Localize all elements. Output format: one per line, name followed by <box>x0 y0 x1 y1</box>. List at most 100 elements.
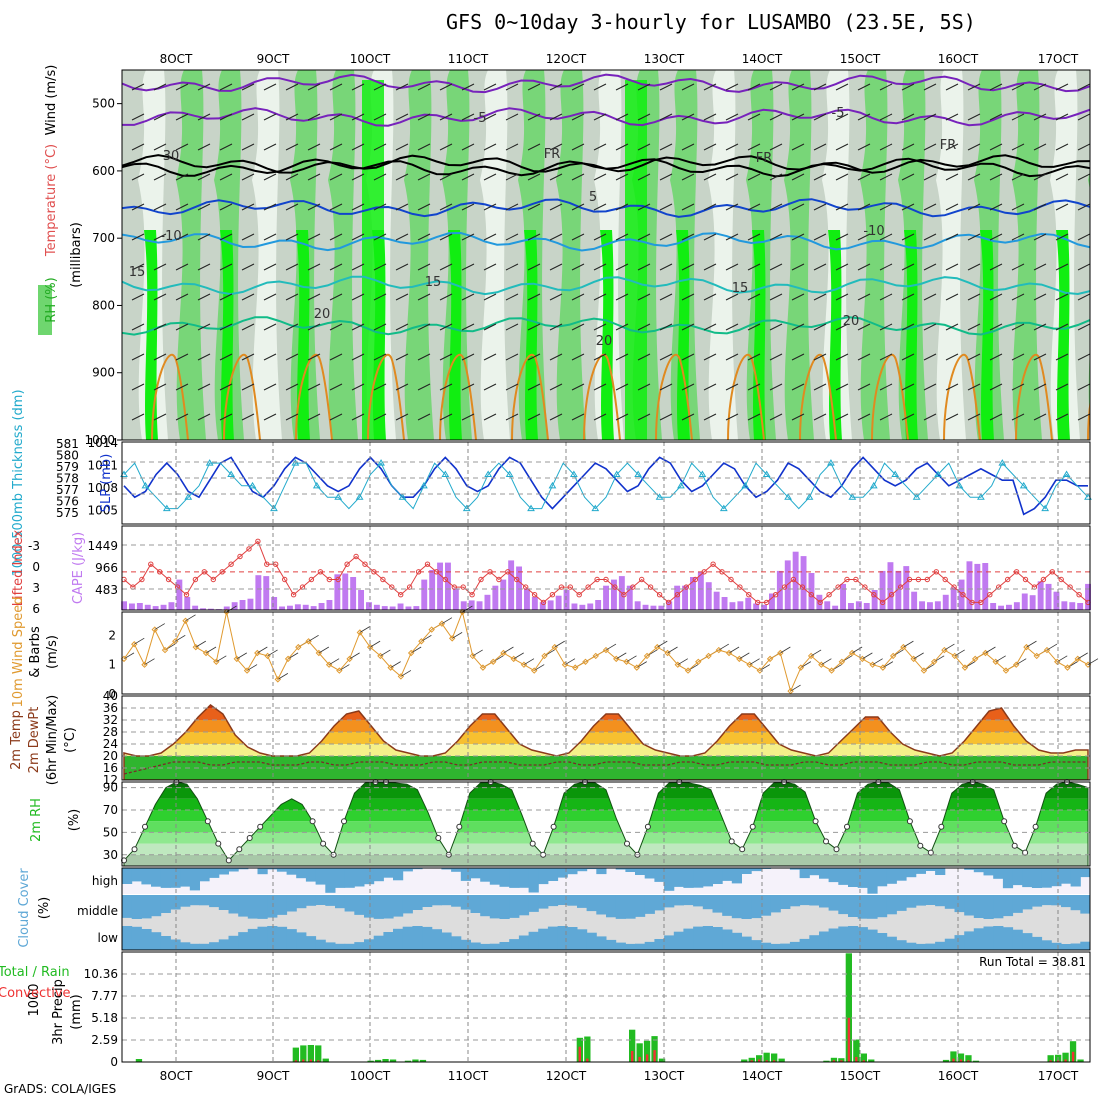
wind-barb <box>813 143 827 151</box>
wind-barb <box>571 203 585 211</box>
wind-barb <box>989 113 1003 121</box>
wind-barb <box>1011 293 1025 301</box>
precip-convective-bar <box>586 1058 589 1062</box>
wind-barb <box>131 113 145 121</box>
cape-bar <box>326 600 333 610</box>
cloud-low-bar <box>354 942 365 950</box>
li-point <box>576 592 582 598</box>
cloud-mid-bar <box>606 895 617 918</box>
li-point <box>987 592 993 598</box>
wind-barb <box>857 293 871 301</box>
wind-barb <box>593 203 607 211</box>
cape-bar <box>848 603 854 610</box>
cloud-low-bar <box>441 932 452 950</box>
cape-bar <box>413 606 420 610</box>
wind-barb <box>395 143 409 151</box>
cloud-high-bar <box>1002 868 1014 889</box>
thickness-tick-label: 580 <box>56 449 79 463</box>
precip-tick-label: 0 <box>110 1055 118 1069</box>
wind-barb <box>527 83 541 91</box>
isotherm-label: -5 <box>474 111 487 126</box>
wind-barb <box>439 263 453 271</box>
cape-bar <box>381 606 388 610</box>
wind-barb <box>879 203 893 211</box>
thickness-tick-label: 581 <box>56 437 79 451</box>
rh-point <box>204 818 211 825</box>
wind-barb <box>263 353 277 361</box>
wind-barb <box>439 323 453 331</box>
cloud-low-bar <box>1012 929 1023 950</box>
pressure-tick-label: 800 <box>92 298 115 312</box>
cloud-low-bar <box>1022 933 1033 950</box>
li-point <box>406 584 413 590</box>
cloud-mid-bar <box>993 895 1004 919</box>
wind-barb <box>505 353 519 361</box>
panel-frame <box>121 611 1091 695</box>
wind-barb <box>769 293 783 301</box>
precip-convective-bar <box>750 1060 753 1062</box>
wind-barb <box>285 353 299 361</box>
rh-moist-core <box>524 230 538 440</box>
wind-barb <box>725 353 739 361</box>
wind-barb <box>131 353 145 361</box>
wind-barb <box>835 113 849 121</box>
li-point <box>1076 592 1082 598</box>
cloud-high-bar <box>809 868 820 876</box>
cloud-low-bar <box>760 942 772 950</box>
cloud-low-bar <box>1080 941 1091 950</box>
wind10m-barb <box>933 655 945 663</box>
wind-barb <box>659 203 673 211</box>
day-label-top: 16OCT <box>938 52 979 66</box>
cape-bar <box>555 595 562 610</box>
cape-bar <box>603 585 609 610</box>
precip-convective-bar <box>967 1060 970 1062</box>
cloud-mid-bar <box>1061 895 1072 908</box>
li-point <box>255 538 261 544</box>
wind-barb <box>725 293 739 301</box>
thickness-point <box>805 493 814 500</box>
wind-barb <box>329 293 343 301</box>
upper-air-ylabel: RH (%) <box>44 277 59 322</box>
cape-bar <box>745 597 752 610</box>
wind-barb <box>1055 353 1069 361</box>
cloud-mid-bar <box>683 895 694 906</box>
wind-barb <box>219 263 233 271</box>
wind-barb <box>1033 83 1047 91</box>
rh-point <box>225 857 232 864</box>
cloud-high-bar <box>364 868 375 885</box>
wind-barb <box>1077 233 1090 241</box>
rh-column <box>404 70 434 440</box>
cape-bar <box>208 608 214 610</box>
rh-tick-label: 90 <box>103 781 118 795</box>
cloud-mid-bar <box>838 895 849 915</box>
cape-bar <box>626 585 633 610</box>
thickness-point <box>270 504 278 512</box>
wind-barb <box>527 143 541 151</box>
cloud-mid-bar <box>247 895 258 919</box>
wind-barb <box>1011 413 1025 421</box>
cloud-low-bar <box>673 931 684 950</box>
wind-barb <box>835 413 849 421</box>
cloud-mid-bar <box>393 895 404 917</box>
rh-column <box>1012 70 1042 440</box>
li-point <box>398 592 404 598</box>
cape-bar <box>405 606 412 610</box>
li-point <box>549 592 556 598</box>
day-label-bottom: 10OCT <box>350 1069 391 1083</box>
wind-barb <box>1011 173 1025 181</box>
wind-barb <box>967 233 981 241</box>
wind-barb <box>175 383 189 391</box>
cape-bar <box>1069 602 1076 610</box>
precip-convective-bar <box>1049 1060 1052 1062</box>
cloud-high-bar <box>470 868 481 879</box>
precip-total-bar <box>823 1060 830 1062</box>
precip-convective-bar <box>855 1056 858 1062</box>
thickness-line <box>123 462 1089 510</box>
precip-convective-bar <box>862 1060 865 1062</box>
wind-barb <box>307 293 321 301</box>
wind10m-barb <box>954 649 965 657</box>
wind-barb <box>351 83 365 91</box>
cloud-low-bar <box>925 943 936 950</box>
li-point <box>888 592 895 598</box>
cape-bar <box>650 605 657 610</box>
